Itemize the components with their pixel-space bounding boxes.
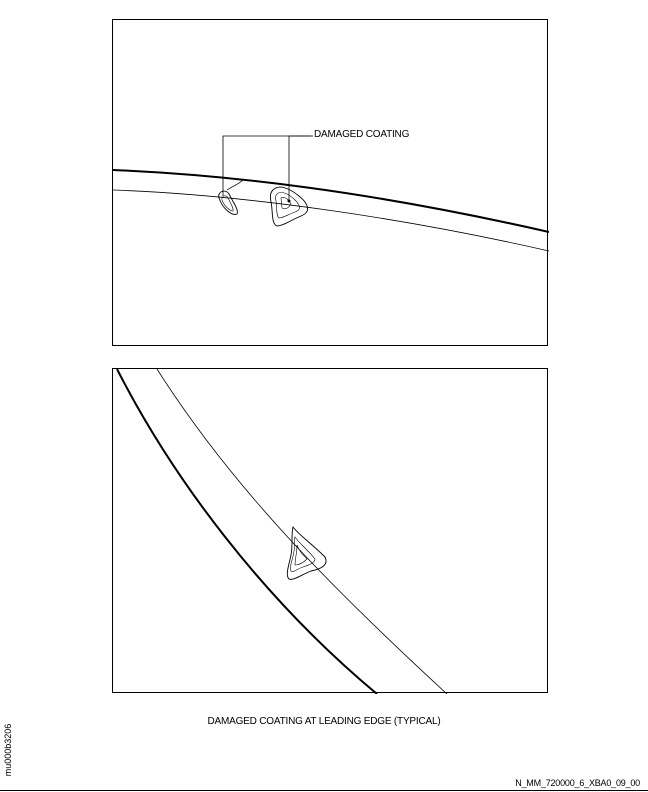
- side-code: mu000b3206: [3, 723, 13, 777]
- damaged-coating-label: DAMAGED COATING: [314, 129, 410, 140]
- coating-boundary-line: [113, 189, 549, 252]
- bottom-view-drawing: [116, 369, 448, 694]
- damage-1-flake: [226, 179, 244, 191]
- coating-boundary-line: [156, 369, 448, 694]
- reference-code: N_MM_720000_6_XBA0_09_00: [515, 778, 640, 788]
- damage-area-2: [269, 186, 308, 227]
- leader-dot-2: [287, 199, 291, 203]
- damage-area-2-core: [280, 197, 292, 210]
- top-detail-view: [112, 19, 549, 346]
- damage-area-1: [218, 190, 238, 215]
- leader-line-1: [222, 135, 313, 196]
- damage-area-1-inner: [221, 195, 234, 212]
- damage-area-2-inner: [275, 192, 300, 219]
- damage-area: [286, 525, 327, 580]
- figure-caption: DAMAGED COATING AT LEADING EDGE (TYPICAL…: [207, 716, 441, 727]
- leading-edge-line: [116, 369, 378, 694]
- damage-area-core: [294, 544, 308, 566]
- top-view-drawing: [113, 135, 549, 252]
- leading-edge-line: [113, 169, 549, 233]
- bottom-divider: [0, 790, 648, 791]
- damage-area-inner: [290, 536, 316, 572]
- bottom-detail-view: [112, 368, 548, 694]
